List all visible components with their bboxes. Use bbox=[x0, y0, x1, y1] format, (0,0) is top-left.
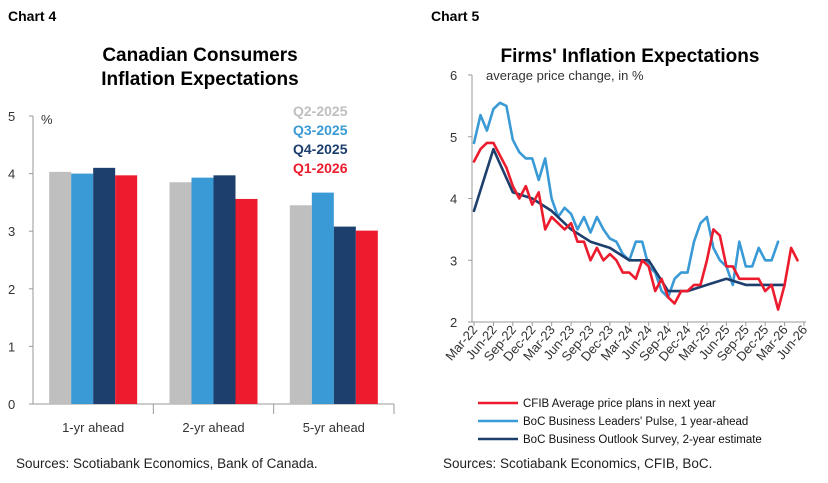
chart4-x-tick-label: 2-yr ahead bbox=[182, 420, 244, 435]
chart4-legend-entry: Q1-2026 bbox=[293, 160, 348, 176]
chart5-title-line-1: Firms' Inflation Expectations bbox=[500, 46, 760, 67]
chart5-series-line-2 bbox=[472, 147, 786, 293]
chart5-y-axis-label: average price change, in % bbox=[486, 68, 644, 83]
chart5-legend-entry: BoC Business Outlook Survey, 2-year esti… bbox=[523, 434, 762, 446]
chart4-bar-q2-2025 bbox=[49, 171, 72, 404]
chart4-y-unit-label: % bbox=[41, 112, 53, 127]
chart4-legend-entry: Q4-2025 bbox=[293, 141, 348, 157]
chart4-y-tick-label: 1 bbox=[8, 339, 15, 354]
chart4-bar-q4-2025 bbox=[93, 167, 116, 404]
chart4-title: Canadian Consumers Inflation Expectation… bbox=[60, 44, 340, 92]
chart4-bar-q4-2025 bbox=[213, 175, 236, 404]
chart4-label: Chart 4 bbox=[8, 8, 57, 24]
chart4-bar-q3-2025 bbox=[311, 192, 334, 404]
chart4-source: Sources: Scotiabank Economics, Bank of C… bbox=[16, 456, 318, 471]
chart4-bar-q4-2025 bbox=[333, 226, 356, 404]
chart5-source: Sources: Scotiabank Economics, CFIB, BoC… bbox=[443, 456, 713, 471]
chart4-bar-q2-2025 bbox=[169, 182, 192, 404]
chart4-bar-q1-2026 bbox=[235, 198, 258, 404]
chart4-bar-q1-2026 bbox=[355, 230, 378, 404]
chart5-y-tick-label: 5 bbox=[450, 130, 457, 145]
chart5-y-tick-label: 3 bbox=[450, 253, 457, 268]
chart5-series-line-0 bbox=[472, 141, 799, 311]
chart4-legend-entry: Q2-2025 bbox=[293, 103, 348, 119]
chart4-bar-q3-2025 bbox=[71, 173, 94, 404]
chart5-label: Chart 5 bbox=[431, 8, 480, 24]
chart4-title-line-2: Inflation Expectations bbox=[101, 69, 299, 90]
chart4-title-line-1: Canadian Consumers bbox=[102, 45, 298, 66]
chart5-y-tick-label: 6 bbox=[450, 68, 457, 83]
chart4-legend-entry: Q3-2025 bbox=[293, 122, 348, 138]
chart4-y-tick-label: 5 bbox=[8, 109, 15, 124]
chart4-y-tick-label: 0 bbox=[8, 397, 15, 412]
chart4-bar-q1-2026 bbox=[115, 175, 138, 404]
chart4-bar-q2-2025 bbox=[289, 205, 312, 404]
chart5-legend-entry: BoC Business Leaders' Pulse, 1 year-ahea… bbox=[523, 416, 748, 428]
chart5-title: Firms' Inflation Expectations bbox=[470, 45, 790, 69]
chart4-y-tick-label: 4 bbox=[8, 167, 15, 182]
chart4-y-tick-label: 3 bbox=[8, 224, 15, 239]
chart4-x-tick-label: 1-yr ahead bbox=[62, 420, 124, 435]
chart5-y-tick-label: 4 bbox=[450, 192, 457, 207]
chart4-x-tick-label: 5-yr ahead bbox=[303, 420, 365, 435]
chart5-legend-entry: CFIB Average price plans in next year bbox=[523, 398, 716, 410]
chart4-bar-q3-2025 bbox=[191, 177, 214, 404]
chart5-y-tick-label: 2 bbox=[450, 315, 457, 330]
chart4-y-tick-label: 2 bbox=[8, 282, 15, 297]
